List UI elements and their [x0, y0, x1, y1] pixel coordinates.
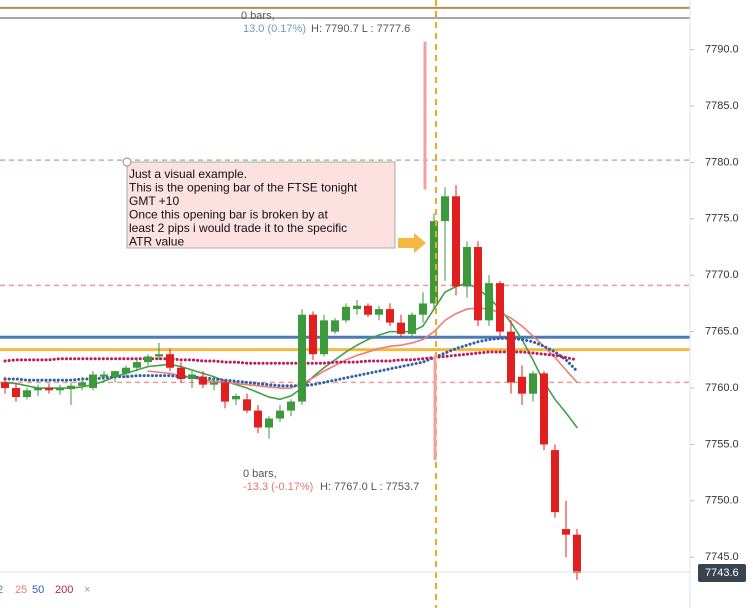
annotation-line: least 2 pips i would trade it to the spe… — [129, 221, 347, 235]
candle-body — [353, 305, 361, 310]
annotation-line: This is the opening bar of the FTSE toni… — [129, 181, 358, 195]
candle-body — [441, 196, 449, 222]
candle-body — [419, 303, 427, 315]
candle-body — [309, 314, 317, 355]
measure-bars: 0 bars, — [243, 468, 277, 480]
candle-body — [342, 306, 350, 321]
candle-body — [386, 309, 394, 323]
annotation-line: ATR value — [129, 235, 184, 249]
candle-body — [78, 382, 86, 386]
y-tick-label: 7770.0 — [705, 269, 739, 281]
y-tick-label: 7755.0 — [705, 438, 739, 450]
y-tick-label: 7765.0 — [705, 326, 739, 338]
annotation-line: GMT +10 — [129, 194, 179, 208]
candle-body — [331, 320, 339, 332]
price-axis: 7745.0 7750.0 7755.0 7760.0 7765.0 7770.0 7775… — [690, 44, 739, 563]
legend: 2 25 50 200 — [0, 584, 73, 596]
last-price: 7743.6 — [698, 564, 746, 583]
candle-body — [298, 314, 306, 402]
candle-body — [100, 374, 108, 377]
last-price-box — [698, 564, 746, 583]
annotation-box — [126, 161, 396, 249]
measure-change: 13.0 (0.17%) — [243, 23, 306, 35]
annotation-handle — [122, 157, 132, 167]
annotation-line: Once this opening bar is broken by at — [129, 208, 328, 222]
candle-body — [562, 529, 570, 535]
legend-entry: 200 — [55, 584, 73, 596]
candle-body — [155, 354, 163, 357]
candle-body — [496, 283, 504, 332]
measure-bars: 0 bars, — [241, 10, 275, 22]
candle-body — [485, 283, 493, 321]
y-tick-label: 7790.0 — [705, 44, 739, 56]
legend-entry: 25 — [15, 584, 27, 596]
candle-body — [573, 534, 581, 574]
candle-body — [210, 382, 218, 385]
candle-body — [397, 322, 405, 334]
candles — [1, 184, 581, 580]
candle-body — [287, 401, 295, 411]
annotation: Just a visual example.This is the openin… — [129, 167, 358, 249]
candle-body — [67, 385, 75, 390]
measure-range: H: 7790.7 L : 7777.6 — [311, 23, 410, 35]
candle-body — [551, 450, 559, 513]
candle-body — [23, 390, 31, 398]
candle-body — [540, 373, 548, 445]
levels — [0, 6, 690, 384]
candle-body — [1, 382, 9, 389]
ma-line — [3, 350, 579, 365]
candle-body — [375, 309, 383, 315]
legend-entry: 50 — [32, 584, 44, 596]
y-tick-label: 7775.0 — [705, 213, 739, 225]
candle-body — [89, 374, 97, 389]
y-tick-label: 7750.0 — [705, 495, 739, 507]
candle-body — [364, 305, 372, 315]
candle-body — [111, 371, 119, 377]
candle-body — [34, 388, 42, 391]
ma-line — [147, 307, 578, 389]
candle-body — [199, 376, 207, 385]
candle-body — [320, 320, 328, 355]
candle-body — [430, 221, 438, 304]
annotation-line: Just a visual example. — [129, 167, 247, 181]
candle-body — [177, 367, 185, 380]
candle-body — [188, 374, 196, 380]
legend-close[interactable]: × — [84, 584, 90, 596]
candle-body — [122, 367, 130, 374]
candle-body — [144, 356, 152, 363]
measures: 0 bars,13.0 (0.17%) H: 7790.7 L : 7777.60… — [241, 10, 437, 493]
candle-body — [518, 376, 526, 394]
candle-body — [243, 399, 251, 411]
candle-body — [452, 196, 460, 287]
last-price-label: 7743.6 — [705, 567, 739, 579]
ma-line — [3, 336, 579, 388]
candle-body — [265, 418, 273, 428]
candle-body — [474, 247, 482, 321]
candle-body — [276, 410, 284, 419]
candle-body — [232, 395, 240, 400]
candle-body — [45, 388, 53, 391]
candle-body — [133, 362, 141, 368]
measure-range: H: 7767.0 L : 7753.7 — [320, 481, 419, 493]
measure-change: -13.3 (-0.17%) — [243, 481, 313, 493]
candle-body — [463, 247, 471, 287]
candle-body — [507, 331, 515, 383]
candle-body — [254, 410, 262, 428]
candle-body — [408, 314, 416, 334]
candle-body — [56, 388, 64, 391]
candle-body — [12, 388, 20, 398]
candle-body — [529, 373, 537, 394]
y-tick-label: 7785.0 — [705, 100, 739, 112]
y-tick-label: 7780.0 — [705, 156, 739, 168]
legend-entry: 2 — [0, 584, 3, 596]
candle-body — [166, 354, 174, 368]
y-tick-label: 7760.0 — [705, 382, 739, 394]
arrow — [398, 233, 426, 253]
candle-body — [221, 382, 229, 402]
y-tick-label: 7745.0 — [705, 551, 739, 563]
